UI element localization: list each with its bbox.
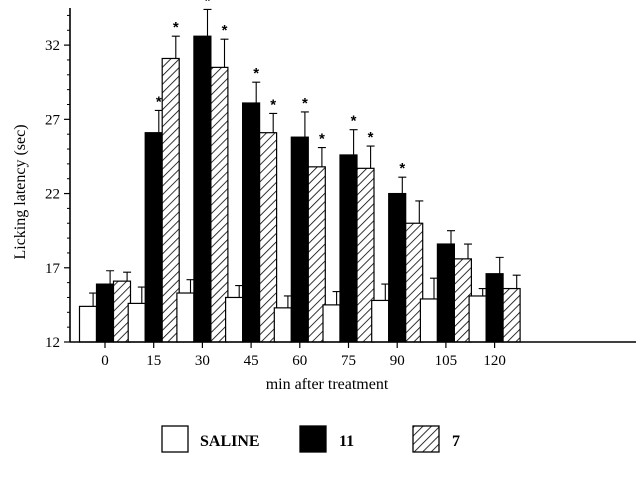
bar-11-30	[193, 35, 212, 343]
error-bar-saline-15	[137, 286, 146, 304]
legend-label-11: 11	[339, 433, 354, 450]
error-bar-saline-120	[478, 288, 487, 296]
significance-marker: *	[205, 0, 211, 9]
error-bar-saline-105	[430, 277, 438, 299]
bar-saline-45	[225, 296, 244, 343]
error-bar-7-30	[220, 38, 229, 68]
bar-saline-120	[468, 295, 487, 343]
error-bar-saline-60	[283, 295, 292, 308]
tick-labels-layer: 0 15 30 45 60 75 90 105 120 12 17 22 27 32	[45, 38, 506, 369]
x-tick-label: 15	[146, 353, 161, 369]
bar-11-75	[339, 154, 358, 343]
error-bar-11-0	[106, 270, 115, 285]
significance-marker: *	[253, 65, 259, 82]
error-bar-11-90	[398, 176, 407, 194]
y-tick-label: 17	[45, 261, 61, 277]
error-bar-saline-90	[381, 283, 390, 301]
y-tick-label: 27	[45, 112, 61, 128]
legend-label-saline: SALINE	[200, 433, 260, 450]
bar-saline-15	[127, 302, 146, 343]
legend-swatch-saline	[161, 425, 189, 453]
error-bar-7-0	[123, 271, 132, 282]
bar-11-105	[436, 243, 455, 343]
bar-11-15	[144, 132, 163, 343]
bar-11-60	[290, 136, 309, 343]
significance-marker: *	[156, 93, 162, 110]
bar-saline-30	[176, 292, 195, 343]
error-bar-11-15	[154, 109, 163, 133]
error-bar-7-60	[317, 146, 326, 167]
error-bar-7-120	[512, 274, 521, 289]
y-tick-label: 12	[45, 335, 60, 351]
x-tick-label: 105	[435, 353, 458, 369]
y-tick-label: 22	[45, 187, 60, 203]
y-tick-label: 32	[45, 38, 60, 54]
legend: SALINE 11 7	[161, 425, 460, 453]
bar-saline-0	[78, 305, 98, 343]
error-bar-saline-30	[186, 279, 195, 294]
significance-marker: *	[351, 113, 357, 130]
significance-marker: *	[302, 95, 308, 112]
significance-marker: *	[173, 19, 179, 36]
error-bar-saline-45	[235, 285, 244, 298]
error-bar-11-105	[447, 230, 455, 245]
significance-marker: *	[368, 129, 374, 146]
error-bar-7-75	[366, 145, 375, 169]
x-tick-label: 60	[292, 353, 307, 369]
bar-7-120	[502, 287, 521, 343]
error-bar-7-45	[269, 112, 278, 133]
x-axis-title: min after treatment	[266, 376, 389, 393]
x-tick-label: 90	[390, 353, 405, 369]
legend-swatch-7	[412, 425, 440, 453]
bars-layer: * * * * * * * * * * *	[78, 0, 521, 343]
error-bar-11-75	[349, 129, 358, 155]
bar-saline-75	[322, 304, 341, 343]
x-tick-label: 30	[195, 353, 210, 369]
error-bar-saline-75	[332, 290, 341, 305]
bar-saline-90	[371, 299, 390, 343]
error-bar-saline-0	[89, 292, 98, 307]
x-tick-label: 0	[101, 353, 109, 369]
bar-11-0	[95, 283, 115, 343]
legend-label-7: 7	[452, 433, 460, 450]
y-axis-title: Licking latency (sec)	[12, 124, 29, 259]
significance-marker: *	[399, 160, 405, 177]
error-bar-11-30	[203, 8, 212, 37]
error-bar-7-105	[464, 243, 472, 259]
bar-11-90	[388, 192, 407, 343]
axes-layer	[64, 8, 636, 348]
error-bar-11-120	[495, 256, 504, 274]
legend-swatch-11	[299, 425, 327, 453]
significance-marker: *	[270, 96, 276, 113]
x-tick-label: 120	[483, 353, 506, 369]
error-bar-11-45	[252, 81, 261, 104]
error-bar-7-15	[171, 35, 180, 59]
error-bar-11-60	[300, 111, 309, 138]
x-tick-label: 75	[341, 353, 356, 369]
bar-saline-105	[419, 298, 438, 343]
significance-marker: *	[319, 131, 325, 148]
bar-saline-60	[273, 307, 292, 343]
significance-marker: *	[222, 22, 228, 39]
bar-11-45	[242, 102, 261, 343]
x-tick-label: 45	[244, 353, 259, 369]
bar-11-120	[485, 273, 504, 343]
error-bar-7-90	[415, 200, 424, 224]
